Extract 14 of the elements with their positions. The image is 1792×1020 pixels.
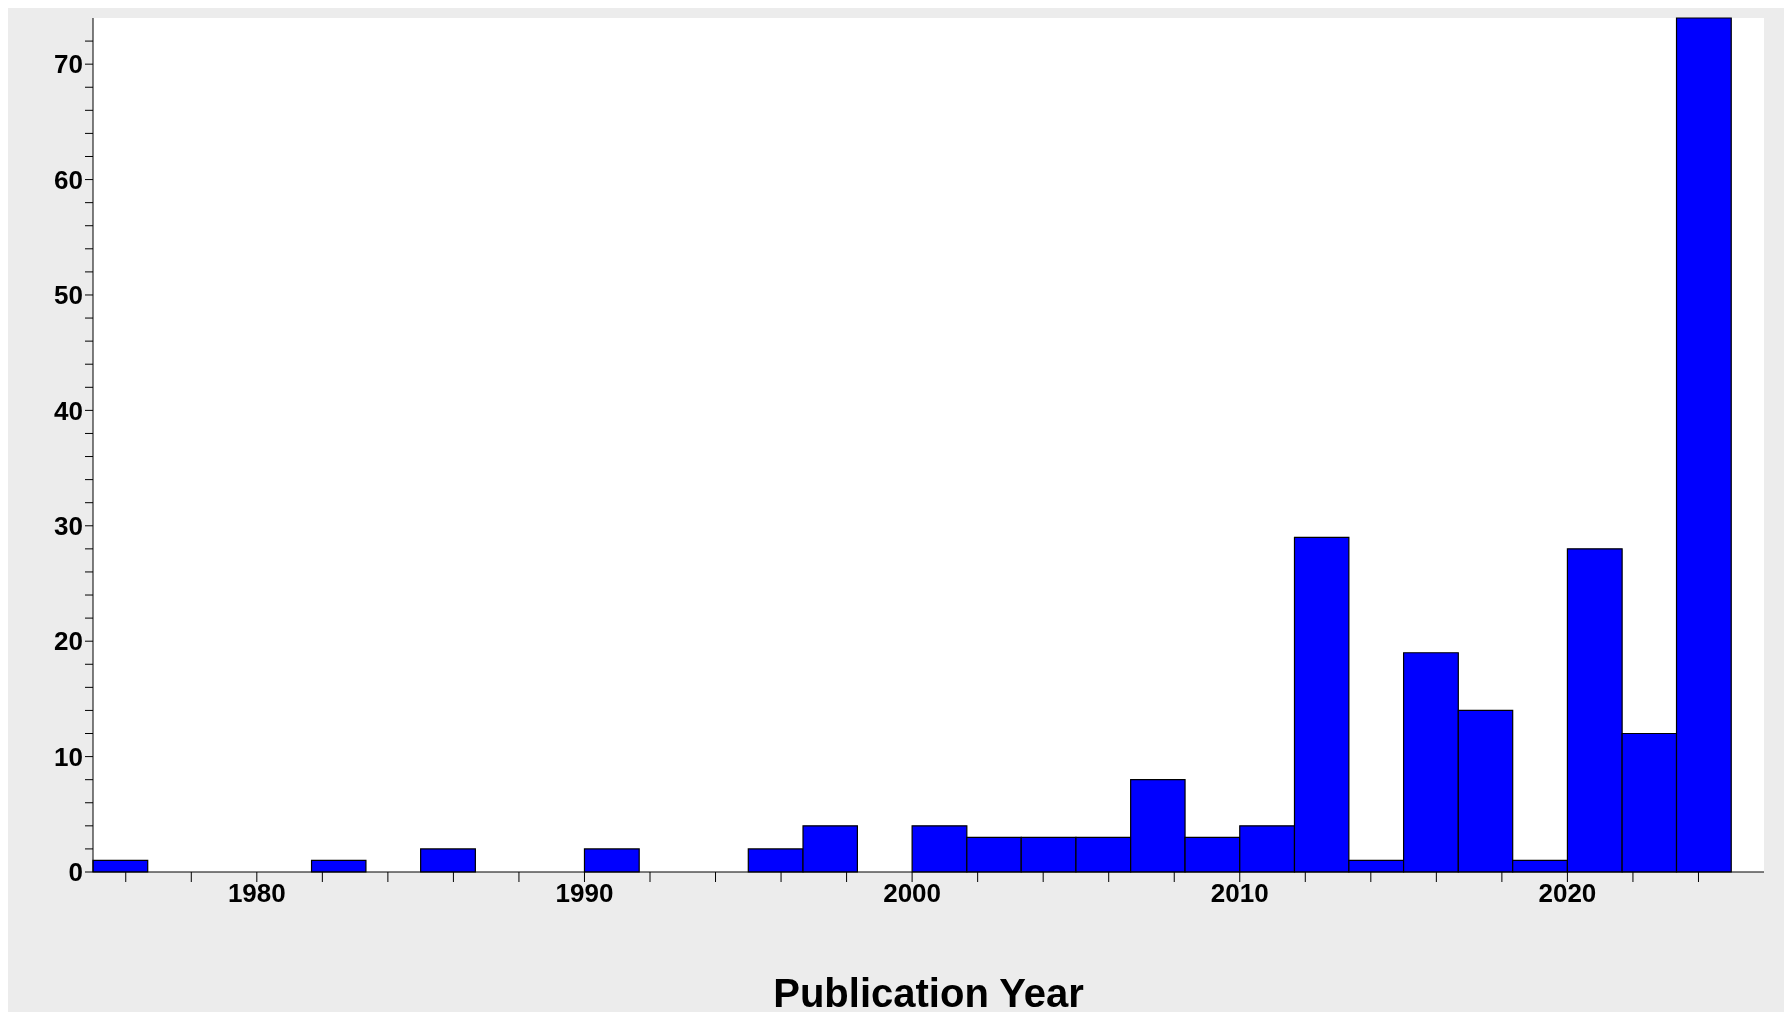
y-tick-label: 50 (54, 280, 83, 311)
x-axis-title: Publication Year (773, 971, 1084, 1015)
x-tick-label: 1980 (227, 878, 286, 909)
x-tick-label: 1990 (555, 878, 614, 909)
y-tick-label: 40 (54, 395, 83, 426)
y-tick-label: 0 (68, 857, 83, 888)
x-tick-label: 2010 (1210, 878, 1269, 909)
x-tick-label: 2000 (883, 878, 942, 909)
y-tick-label: 70 (54, 49, 83, 80)
y-tick-label: 30 (54, 511, 83, 542)
x-tick-label: 2020 (1538, 878, 1597, 909)
y-tick-label: 20 (54, 626, 83, 657)
y-tick-label: 60 (54, 164, 83, 195)
y-tick-label: 10 (54, 741, 83, 772)
